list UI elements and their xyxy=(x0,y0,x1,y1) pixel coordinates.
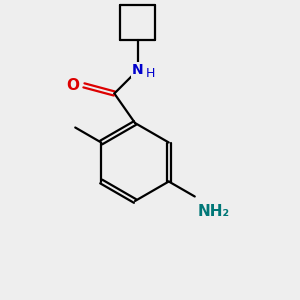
Text: O: O xyxy=(66,78,80,93)
Text: N: N xyxy=(132,63,143,77)
Text: NH₂: NH₂ xyxy=(198,204,230,219)
Text: H: H xyxy=(146,67,155,80)
